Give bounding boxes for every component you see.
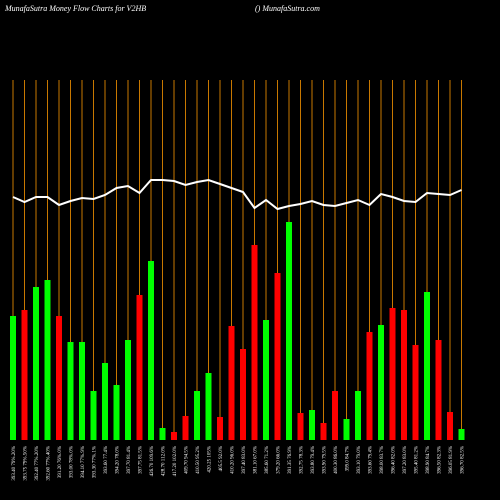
bar: [182, 416, 189, 440]
x-tick-label: 397.70 81.4%: [127, 446, 132, 474]
bar: [148, 261, 154, 440]
x-tick-label: 396.05 81.9%: [449, 446, 454, 474]
bar: [435, 340, 442, 440]
bar: [205, 373, 212, 440]
x-tick-label: 410.20 96.0%: [231, 446, 236, 474]
bar: [228, 326, 235, 440]
bar: [274, 273, 281, 440]
bar: [136, 295, 143, 440]
chart-title: MunafaSutra Money Flow Charts for V2HB: [4, 4, 146, 13]
x-tick-label: 409.70 94.5%: [185, 446, 190, 474]
bar: [378, 325, 384, 440]
bar: [320, 423, 327, 440]
bar: [309, 410, 315, 440]
bar: [389, 308, 396, 440]
bar: [401, 310, 407, 440]
bar: [194, 391, 200, 440]
x-tick-label: 396.70 82.5%: [461, 446, 466, 474]
x-tick-label: 393.00 78%.0%: [70, 446, 75, 478]
x-tick-label: 393.60 77.4%: [104, 446, 109, 474]
x-tick-label: 392.40 77%.20%: [35, 446, 40, 481]
bar: [171, 432, 177, 440]
bar: [251, 245, 258, 440]
x-tick-label: 393.75 79%.50%: [24, 446, 29, 481]
x-tick-label: 379.20 66.0%: [277, 446, 282, 474]
x-tick-label: 428.70 112.0%: [162, 446, 167, 476]
x-tick-label: 400.30 86.0%: [334, 446, 339, 474]
bar: [217, 417, 223, 440]
bar: [240, 349, 246, 440]
x-tick-label: 417.20 102.0%: [173, 446, 178, 476]
x-tick-label: 396.40 82.0%: [392, 446, 397, 474]
bar: [21, 310, 28, 440]
x-tick-label: 396.50 82.3%: [438, 446, 443, 474]
bar: [159, 428, 166, 440]
bar: [355, 391, 361, 440]
x-tick-label: 398.00 83.7%: [380, 446, 385, 474]
bar: [263, 320, 269, 440]
x-tick-label: 397.40 83.0%: [242, 446, 247, 474]
chart-subtitle: () MunafaSutra.com: [255, 4, 320, 13]
bar: [56, 316, 62, 440]
bar: [286, 222, 292, 440]
x-tick-label: 410.50 95.2%: [196, 446, 201, 474]
bar: [332, 391, 338, 440]
x-tick-label: 394.10 77%.9%: [81, 446, 86, 478]
x-tick-label: 393.30 77%.1%: [93, 446, 98, 478]
bar: [44, 280, 51, 440]
bar: [102, 363, 108, 440]
x-tick-label: 381.10 67.0%: [254, 446, 259, 474]
x-tick-label: 393.90 79.5%: [323, 446, 328, 474]
x-tick-label: 385.60 71.2%: [265, 446, 270, 474]
x-tick-label: 399.0 84.7%: [346, 446, 351, 471]
bar: [90, 391, 97, 440]
x-tick-label: 392.75 78.3%: [300, 446, 305, 474]
x-tick-label: 405.5 92.0%: [219, 446, 224, 471]
bar: [125, 340, 131, 440]
bar: [424, 292, 430, 440]
bar: [447, 412, 453, 440]
x-tick-label: 394.20 78.0%: [116, 446, 121, 474]
bar: [297, 413, 304, 440]
x-tick-label: 393.80 79.4%: [311, 446, 316, 474]
bar: [458, 429, 465, 440]
x-tick-label: 393.60 79.4%: [369, 446, 374, 474]
bar: [10, 316, 16, 440]
x-tick-label: 397.75 81.5%: [139, 446, 144, 474]
x-tick-label: 398.90 84.7%: [426, 446, 431, 474]
x-tick-label: 395.40 81.2%: [415, 446, 420, 474]
x-tick-label: 393.40 79%.20%: [12, 446, 17, 481]
x-tick-label: 391.35 76.9%: [288, 446, 293, 474]
bar: [366, 332, 373, 440]
bar: [412, 345, 419, 440]
x-tick-label: 426.70 109.6%: [150, 446, 155, 476]
x-tick-label: 392.60 77%.40%: [47, 446, 52, 481]
bar: [113, 385, 120, 440]
x-tick-label: 420.25 105%: [208, 446, 213, 473]
bar: [343, 419, 350, 440]
bar: [79, 342, 85, 440]
x-tick-label: 397.20 83.0%: [403, 446, 408, 474]
x-tick-label: 391.20 76%.0%: [58, 446, 63, 478]
bar: [67, 342, 74, 440]
money-flow-line: [12, 178, 462, 211]
bar: [33, 287, 39, 440]
x-tick-label: 393.10 79.0%: [357, 446, 362, 474]
